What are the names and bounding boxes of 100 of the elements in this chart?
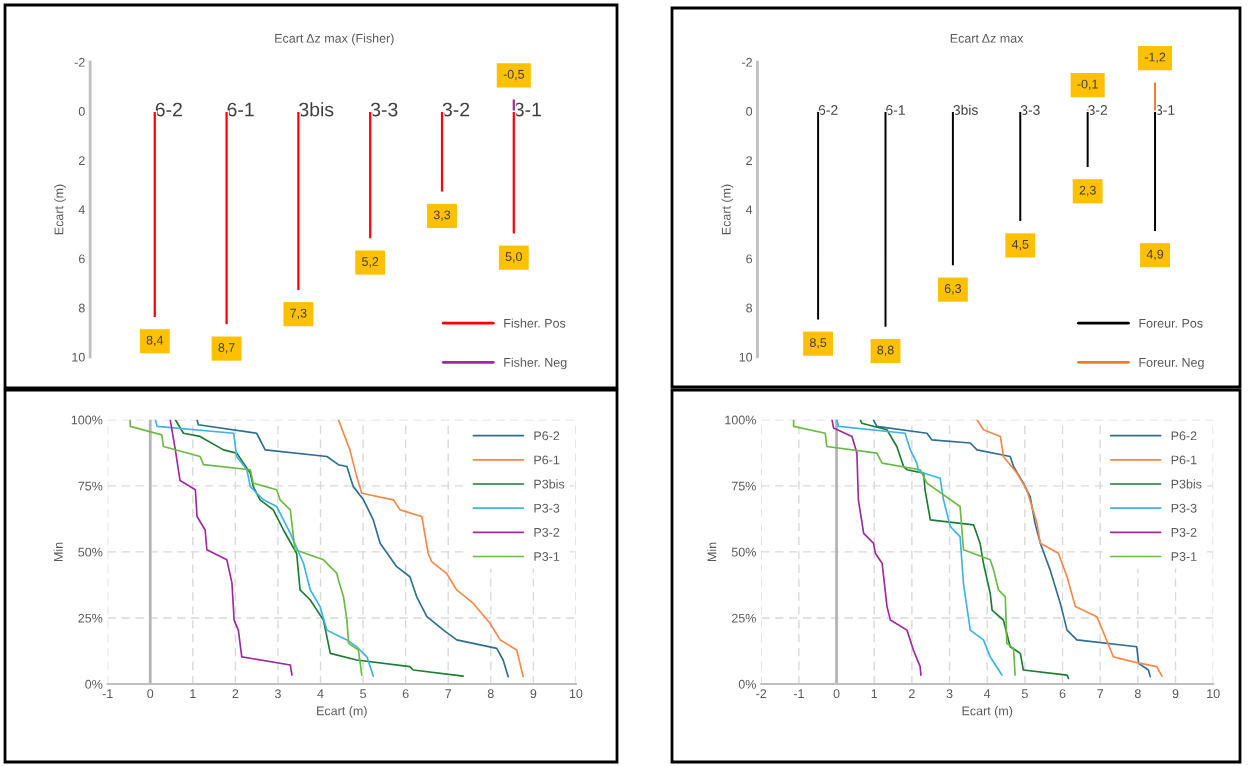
- legend-label: P6-2: [534, 431, 560, 441]
- x-tick-label: 10: [1207, 689, 1220, 699]
- data-label: 8,5: [809, 338, 827, 349]
- y-axis-title: Ecart (m): [721, 184, 734, 235]
- x-tick-label: 2: [909, 689, 915, 698]
- bar: [1017, 110, 1023, 223]
- data-label: -1,2: [1144, 52, 1166, 63]
- y-tick-label: 25%: [78, 613, 103, 623]
- x-tick-label: 1: [190, 689, 196, 698]
- x-tick-label: 3bis: [953, 104, 978, 115]
- x-tick-label: 4: [317, 689, 324, 698]
- x-tick-label: 6-1: [227, 102, 254, 117]
- y-tick-label: 50%: [731, 547, 756, 557]
- y-tick-label: 8: [78, 303, 85, 313]
- legend-label: P3-3: [534, 503, 560, 513]
- y-tick-label: 100%: [71, 415, 103, 425]
- x-tick-label: 3-2: [442, 102, 470, 117]
- data-label: 2,3: [1079, 185, 1096, 197]
- line-series: [169, 419, 293, 676]
- line-series: [792, 419, 1016, 676]
- x-tick-label: 4: [984, 689, 991, 698]
- y-tick-label: 50%: [78, 547, 103, 557]
- x-tick-label: 3-3: [370, 102, 398, 117]
- x-tick-label: 6-2: [155, 102, 182, 117]
- y-axis-title: Min: [53, 542, 63, 561]
- y-tick-label: -2: [742, 57, 752, 67]
- x-tick-label: 10: [569, 689, 583, 699]
- y-tick-label: 100%: [725, 415, 756, 425]
- data-label: 5,0: [505, 252, 522, 263]
- legend-label: P3-2: [1171, 527, 1197, 537]
- y-tick-label: 10: [72, 352, 85, 362]
- line-series: [836, 419, 1003, 676]
- data-label: 8,7: [218, 343, 235, 354]
- data-label: -0,1: [1077, 79, 1098, 90]
- data-label: 7,3: [290, 308, 307, 320]
- y-tick-label: 10: [739, 352, 753, 362]
- bar: [295, 110, 301, 292]
- x-tick-label: 3-1: [514, 102, 541, 117]
- x-tick-label: 0: [833, 689, 840, 699]
- x-tick-label: 8: [1134, 689, 1141, 699]
- y-axis-title: Min: [707, 542, 717, 561]
- y-axis-title: Ecart (m): [54, 184, 66, 235]
- x-tick-label: 7: [1097, 689, 1104, 698]
- data-label: 4,5: [1011, 240, 1029, 251]
- x-tick-label: 3: [274, 689, 281, 699]
- x-tick-label: 6: [1059, 689, 1066, 699]
- line-series: [831, 419, 922, 676]
- legend-label: P3bis: [534, 479, 565, 489]
- x-axis-title: Ecart (m): [962, 706, 1013, 718]
- legend-label: P6-2: [1171, 431, 1197, 441]
- legend-label: P3bis: [1171, 479, 1202, 489]
- chart-title: Ecart Δz max: [950, 34, 1024, 43]
- y-tick-label: 6: [78, 254, 85, 264]
- bar: [883, 110, 888, 329]
- x-tick-label: 3bis: [299, 102, 334, 117]
- x-tick-label: 5: [1021, 689, 1028, 699]
- y-tick-label: 8: [746, 303, 753, 313]
- x-tick-label: 2: [232, 689, 239, 698]
- legend-label: Fisher. Pos: [504, 318, 566, 328]
- y-tick-label: 2: [746, 156, 752, 165]
- y-tick-label: 4: [78, 205, 85, 215]
- legend-label: Foreur. Pos: [1139, 318, 1203, 328]
- y-tick-label: 2: [78, 156, 85, 165]
- data-label: 8,4: [146, 335, 164, 347]
- x-tick-label: 6: [402, 689, 409, 699]
- x-tick-label: 5: [360, 689, 367, 699]
- x-tick-label: -2: [756, 689, 767, 698]
- y-tick-label: 25%: [731, 613, 756, 623]
- y-tick-label: 75%: [78, 481, 103, 491]
- data-label: 6,3: [944, 284, 962, 295]
- x-tick-label: 1: [871, 689, 878, 698]
- y-tick-label: 6: [746, 254, 753, 264]
- data-label: -0,5: [503, 69, 525, 81]
- line-series: [174, 419, 464, 677]
- x-tick-label: 9: [530, 689, 537, 699]
- line-series: [129, 419, 363, 676]
- x-tick-label: -1: [793, 689, 804, 698]
- x-tick-label: 3-2: [1088, 105, 1108, 115]
- line-series: [154, 419, 375, 677]
- x-tick-label: 6-2: [818, 105, 838, 115]
- data-label: 4,9: [1146, 249, 1164, 261]
- legend-label: Fisher. Neg: [504, 357, 567, 370]
- line-series: [976, 419, 1163, 677]
- legend-label: P6-1: [1171, 455, 1197, 465]
- chart-title: Ecart Δz max (Fisher): [275, 33, 394, 46]
- x-tick-label: 0: [147, 689, 154, 699]
- x-axis-title: Ecart (m): [317, 706, 367, 718]
- bar: [367, 110, 373, 240]
- legend-label: P3-1: [1171, 552, 1197, 561]
- y-tick-label: 0%: [85, 679, 103, 689]
- legend-label: P6-1: [534, 455, 560, 465]
- x-tick-label: 6-1: [886, 105, 905, 115]
- x-tick-label: 3-3: [1020, 105, 1040, 115]
- legend-label: P3-2: [534, 527, 560, 537]
- line-series: [859, 419, 1070, 680]
- data-label: 8,8: [877, 345, 894, 356]
- x-tick-label: 7: [445, 689, 452, 698]
- data-label: 5,2: [362, 257, 379, 268]
- legend-label: Foreur. Neg: [1139, 358, 1204, 370]
- line-series: [337, 419, 524, 678]
